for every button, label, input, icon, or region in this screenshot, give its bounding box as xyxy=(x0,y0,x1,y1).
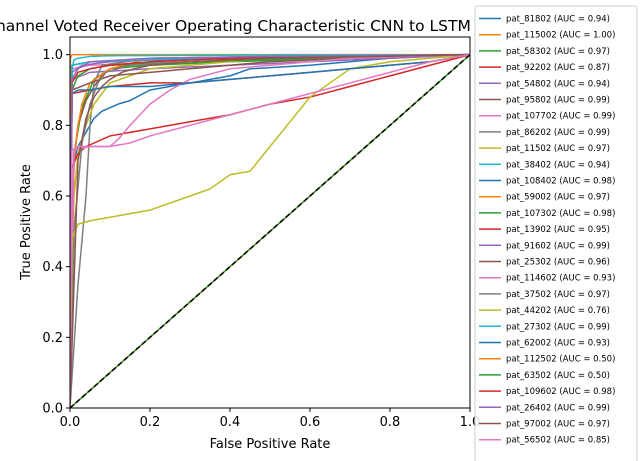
legend-label-20: pat_62002 (AUC = 0.93) xyxy=(506,339,610,349)
legend-label-23: pat_109602 (AUC = 0.98) xyxy=(506,387,615,397)
legend-label-12: pat_107302 (AUC = 0.98) xyxy=(506,209,615,219)
x-axis-label: False Positive Rate xyxy=(210,437,331,452)
legend-box xyxy=(474,5,638,461)
diagonal-line xyxy=(70,54,470,408)
legend: pat_81802 (AUC = 0.94) pat_115002 (AUC = … xyxy=(474,5,638,461)
legend-label-3: pat_92202 (AUC = 0.87) xyxy=(506,63,610,73)
x-tick-label: 0.0 xyxy=(60,415,81,430)
legend-label-18: pat_44202 (AUC = 0.76) xyxy=(506,306,610,316)
series-line-25 xyxy=(70,53,470,408)
x-tick-label: 0.8 xyxy=(380,415,401,430)
plot-frame xyxy=(69,36,471,409)
series-line-15 xyxy=(70,53,470,408)
legend-label-0: pat_81802 (AUC = 0.94) xyxy=(506,15,610,25)
x-tick-label: 0.4 xyxy=(220,415,241,430)
x-tick-label: 0.6 xyxy=(300,415,321,430)
y-tick-label: 0.0 xyxy=(42,402,63,417)
y-axis: 0.0 0.2 0.4 0.6 0.8 1.0 xyxy=(42,48,70,417)
legend-label-1: pat_115002 (AUC = 1.00) xyxy=(506,31,615,41)
y-tick-label: 0.2 xyxy=(42,331,63,346)
legend-label-22: pat_63502 (AUC = 0.50) xyxy=(506,371,610,381)
legend-label-10: pat_108402 (AUC = 0.98) xyxy=(506,177,615,187)
y-axis-label: True Positive Rate xyxy=(19,164,34,281)
y-tick-label: 1.0 xyxy=(42,48,63,63)
y-tick-label: 0.8 xyxy=(42,119,63,134)
x-axis: 0.0 0.2 0.4 0.6 0.8 1.0 xyxy=(60,408,480,430)
series-line-26 xyxy=(70,53,470,408)
legend-label-7: pat_86202 (AUC = 0.99) xyxy=(506,128,610,138)
diagonal-layer xyxy=(70,54,470,408)
legend-label-8: pat_11502 (AUC = 0.97) xyxy=(506,144,610,154)
legend-label-14: pat_91602 (AUC = 0.99) xyxy=(506,241,610,251)
legend-label-11: pat_59002 (AUC = 0.97) xyxy=(506,193,610,203)
legend-label-24: pat_26402 (AUC = 0.99) xyxy=(506,403,610,413)
series-line-8 xyxy=(70,53,470,408)
legend-label-2: pat_58302 (AUC = 0.97) xyxy=(506,47,610,57)
y-tick-label: 0.6 xyxy=(42,190,63,205)
legend-label-4: pat_54802 (AUC = 0.94) xyxy=(506,79,610,89)
chart-title: Channel Voted Receiver Operating Charact… xyxy=(0,17,471,35)
legend-label-15: pat_25302 (AUC = 0.96) xyxy=(506,258,610,268)
legend-label-17: pat_37502 (AUC = 0.97) xyxy=(506,290,610,300)
series-line-24 xyxy=(70,53,470,408)
legend-label-26: pat_56502 (AUC = 0.85) xyxy=(506,436,610,446)
legend-label-6: pat_107702 (AUC = 0.99) xyxy=(506,112,615,122)
legend-label-25: pat_97002 (AUC = 0.97) xyxy=(506,420,610,430)
legend-label-5: pat_95802 (AUC = 0.99) xyxy=(506,96,610,106)
legend-label-9: pat_38402 (AUC = 0.94) xyxy=(506,160,610,170)
y-tick-label: 0.4 xyxy=(42,260,63,275)
series-line-20 xyxy=(70,53,470,408)
legend-label-16: pat_114602 (AUC = 0.93) xyxy=(506,274,615,284)
legend-label-21: pat_112502 (AUC = 0.50) xyxy=(506,355,615,365)
legend-label-13: pat_13902 (AUC = 0.95) xyxy=(506,225,610,235)
x-tick-label: 0.2 xyxy=(140,415,161,430)
legend-label-19: pat_27302 (AUC = 0.99) xyxy=(506,322,610,332)
